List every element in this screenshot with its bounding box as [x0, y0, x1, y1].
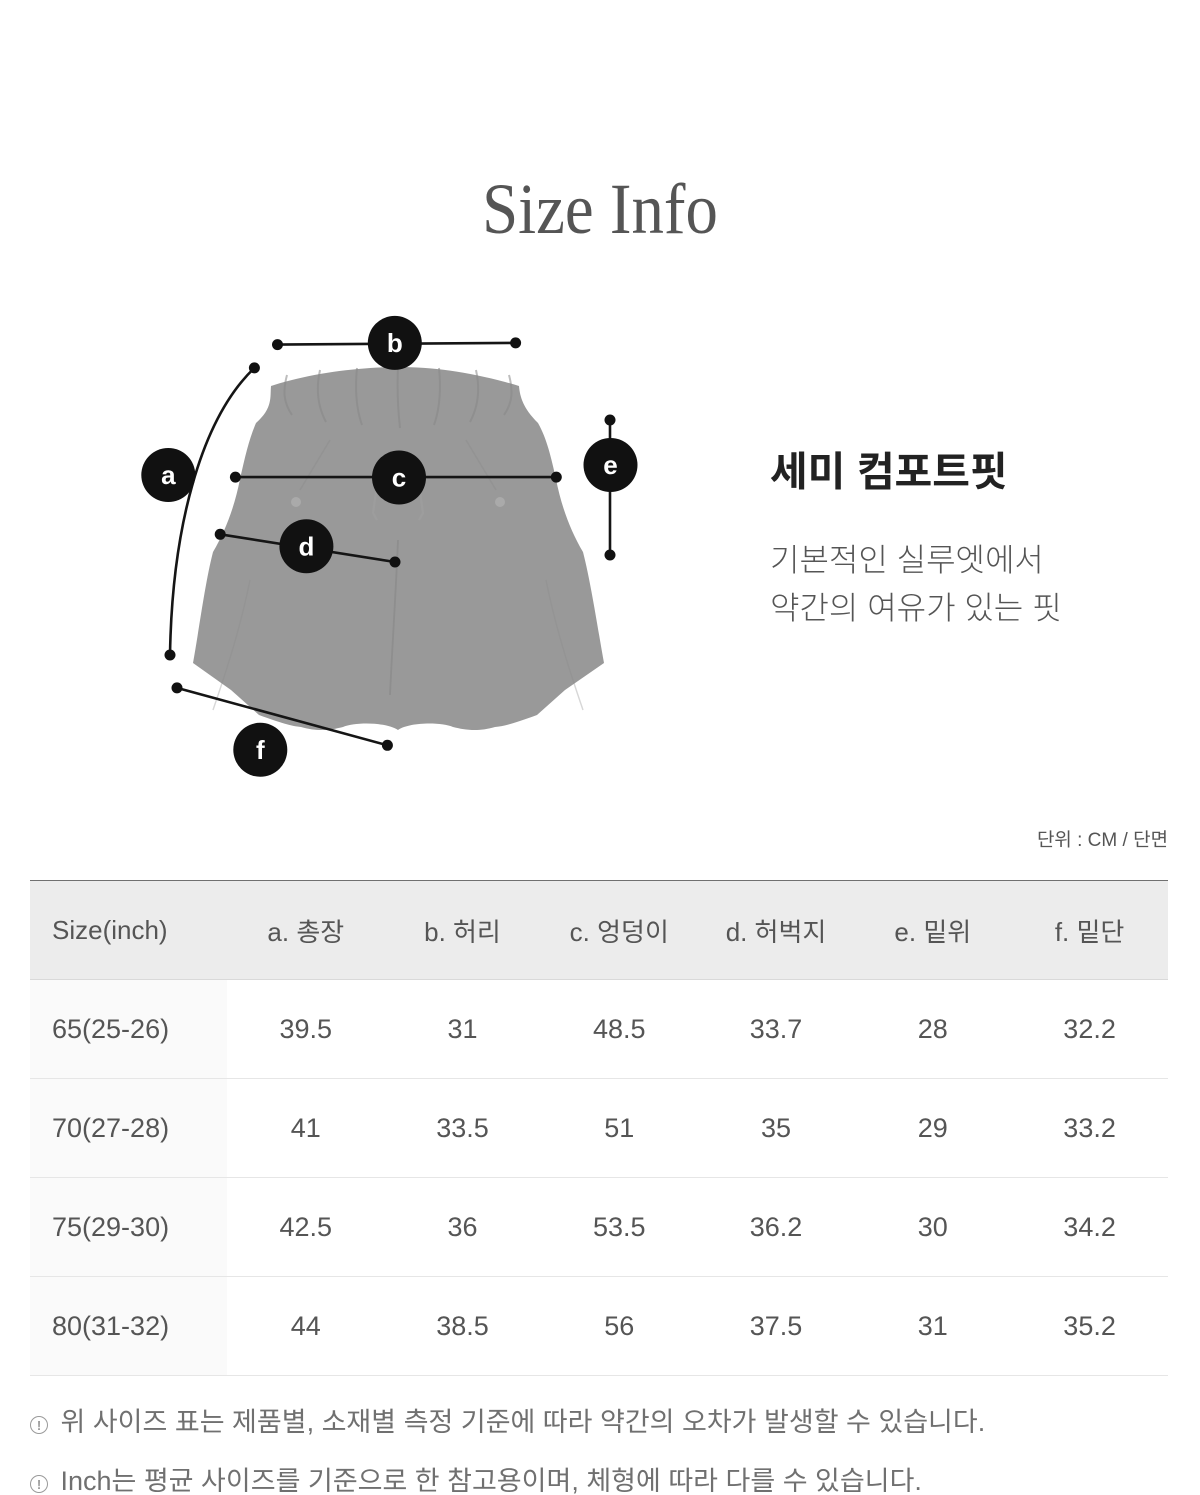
svg-text:c: c [392, 463, 406, 493]
svg-text:b: b [387, 328, 403, 358]
svg-text:f: f [256, 735, 265, 765]
svg-text:e: e [603, 450, 617, 480]
svg-text:d: d [298, 531, 314, 561]
svg-text:a: a [161, 460, 176, 490]
